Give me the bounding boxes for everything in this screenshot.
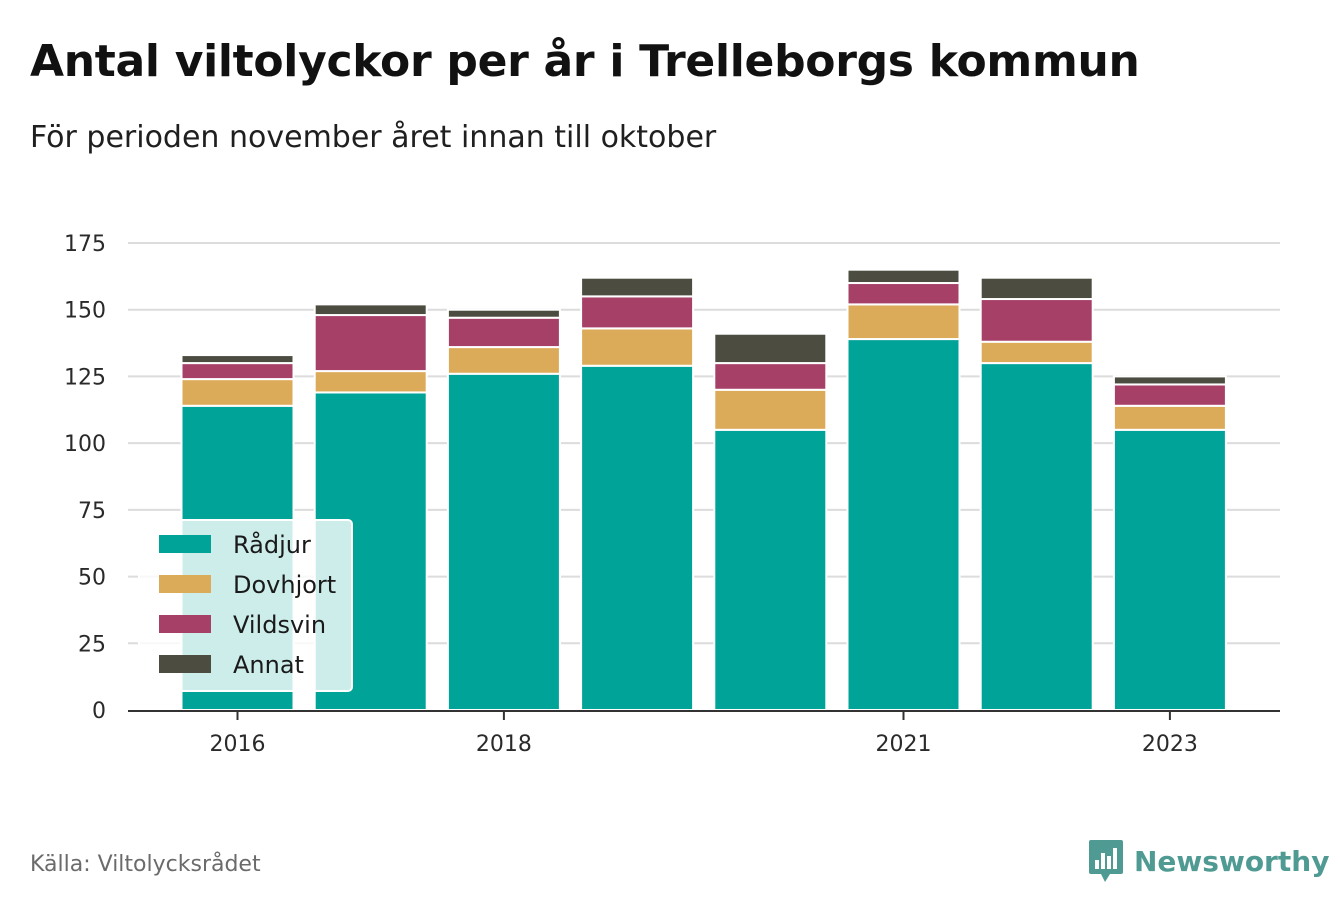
- bar-segment-vildsvin-2022: [979, 298, 1094, 343]
- chart-title: Antal viltolyckor per år i Trelleborgs k…: [30, 36, 1140, 87]
- bar-segment-dovhjort-2023: [1112, 404, 1227, 431]
- legend-box: [138, 519, 353, 692]
- bar-segment-annat-2020: [713, 332, 828, 365]
- y-tick-label: 175: [64, 232, 106, 257]
- bar-segment-dovhjort-2016: [180, 378, 295, 407]
- bar-segment-vildsvin-2018: [446, 316, 561, 349]
- bar-segment-rådjur-2022: [979, 362, 1094, 711]
- legend-label-annat: Annat: [233, 651, 304, 679]
- legend-label-rådjur: Rådjur: [233, 530, 311, 559]
- bar-segment-rådjur-2019: [580, 364, 695, 711]
- legend-swatch-dovhjort: [159, 575, 211, 593]
- x-tick-label: 2018: [476, 732, 532, 757]
- bar-segment-annat-2022: [979, 276, 1094, 301]
- y-tick-label: 0: [92, 699, 106, 724]
- y-tick-label: 25: [78, 632, 106, 657]
- y-tick-label: 100: [64, 432, 106, 457]
- bar-segment-annat-2021: [846, 268, 961, 285]
- bar-segment-vildsvin-2020: [713, 362, 828, 391]
- x-tick-label: 2016: [210, 732, 266, 757]
- bar-chart-speech-bubble-icon: [1089, 840, 1123, 882]
- bar-segment-dovhjort-2017: [313, 370, 428, 394]
- bar-segment-dovhjort-2019: [580, 327, 695, 367]
- legend-label-dovhjort: Dovhjort: [233, 571, 336, 599]
- y-tick-label: 75: [78, 499, 106, 524]
- bar-segment-vildsvin-2016: [180, 362, 295, 381]
- y-tick-label: 125: [64, 365, 106, 390]
- legend-label-vildsvin: Vildsvin: [233, 611, 326, 639]
- bar-segment-annat-2023: [1112, 375, 1227, 386]
- bar-segment-dovhjort-2022: [979, 340, 1094, 365]
- bar-segment-annat-2019: [580, 276, 695, 298]
- bar-segment-rådjur-2021: [846, 338, 961, 711]
- bar-segment-annat-2016: [180, 354, 295, 365]
- bar-segment-dovhjort-2018: [446, 346, 561, 375]
- bar-segment-annat-2017: [313, 303, 428, 317]
- brand-logo[interactable]: Newsworthy: [1088, 838, 1329, 884]
- bar-segment-dovhjort-2020: [713, 388, 828, 431]
- bar-segment-annat-2018: [446, 308, 561, 319]
- bar-segment-vildsvin-2017: [313, 314, 428, 373]
- chart-subtitle: För perioden november året innan till ok…: [30, 120, 717, 155]
- legend-swatch-annat: [159, 655, 211, 673]
- bar-segment-rådjur-2018: [446, 372, 561, 711]
- x-tick-label: 2023: [1142, 732, 1198, 757]
- legend-swatch-vildsvin: [159, 615, 211, 633]
- bar-segment-vildsvin-2021: [846, 282, 961, 306]
- bar-segment-vildsvin-2019: [580, 295, 695, 330]
- bar-segment-rådjur-2020: [713, 428, 828, 711]
- y-tick-label: 50: [78, 566, 106, 591]
- legend-swatch-rådjur: [159, 535, 211, 553]
- bar-segment-dovhjort-2021: [846, 303, 961, 341]
- source-note: Källa: Viltolycksrådet: [30, 852, 261, 877]
- y-tick-label: 150: [64, 299, 106, 324]
- x-tick-label: 2021: [876, 732, 932, 757]
- brand-name: Newsworthy: [1134, 844, 1330, 878]
- bar-segment-rådjur-2023: [1112, 428, 1227, 711]
- bar-segment-vildsvin-2023: [1112, 383, 1227, 407]
